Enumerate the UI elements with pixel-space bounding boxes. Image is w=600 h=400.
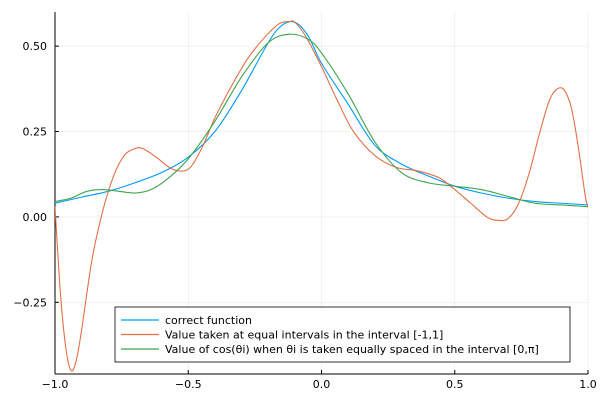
tick-labels: −1.0 −0.5 0.0 0.5 1.0 −0.25 0.00 0.25 0.50	[13, 40, 596, 391]
legend-label-3: Value of cos(θi) when θi is taken equall…	[165, 343, 539, 356]
series-line-2	[55, 20, 588, 372]
legend-label-2: Value taken at equal intervals in the in…	[165, 329, 443, 342]
legend: correct function Value taken at equal int…	[114, 306, 571, 363]
y-tick-label: 0.50	[23, 40, 48, 53]
legend-label-1: correct function	[165, 314, 252, 327]
x-tick-label: −0.5	[175, 378, 202, 391]
y-tick-label: −0.25	[13, 296, 47, 309]
x-tick-label: −1.0	[42, 378, 69, 391]
series-lines	[55, 20, 588, 372]
x-tick-label: 0.0	[313, 378, 331, 391]
legend-box	[114, 306, 571, 363]
axes	[54, 12, 589, 375]
x-tick-label: 1.0	[579, 378, 597, 391]
series-line-3	[55, 33, 588, 208]
grid	[54, 12, 589, 374]
series-line-1	[55, 21, 588, 206]
y-tick-label: 0.25	[23, 126, 48, 139]
y-tick-label: 0.00	[23, 211, 48, 224]
x-tick-label: 0.5	[446, 378, 464, 391]
